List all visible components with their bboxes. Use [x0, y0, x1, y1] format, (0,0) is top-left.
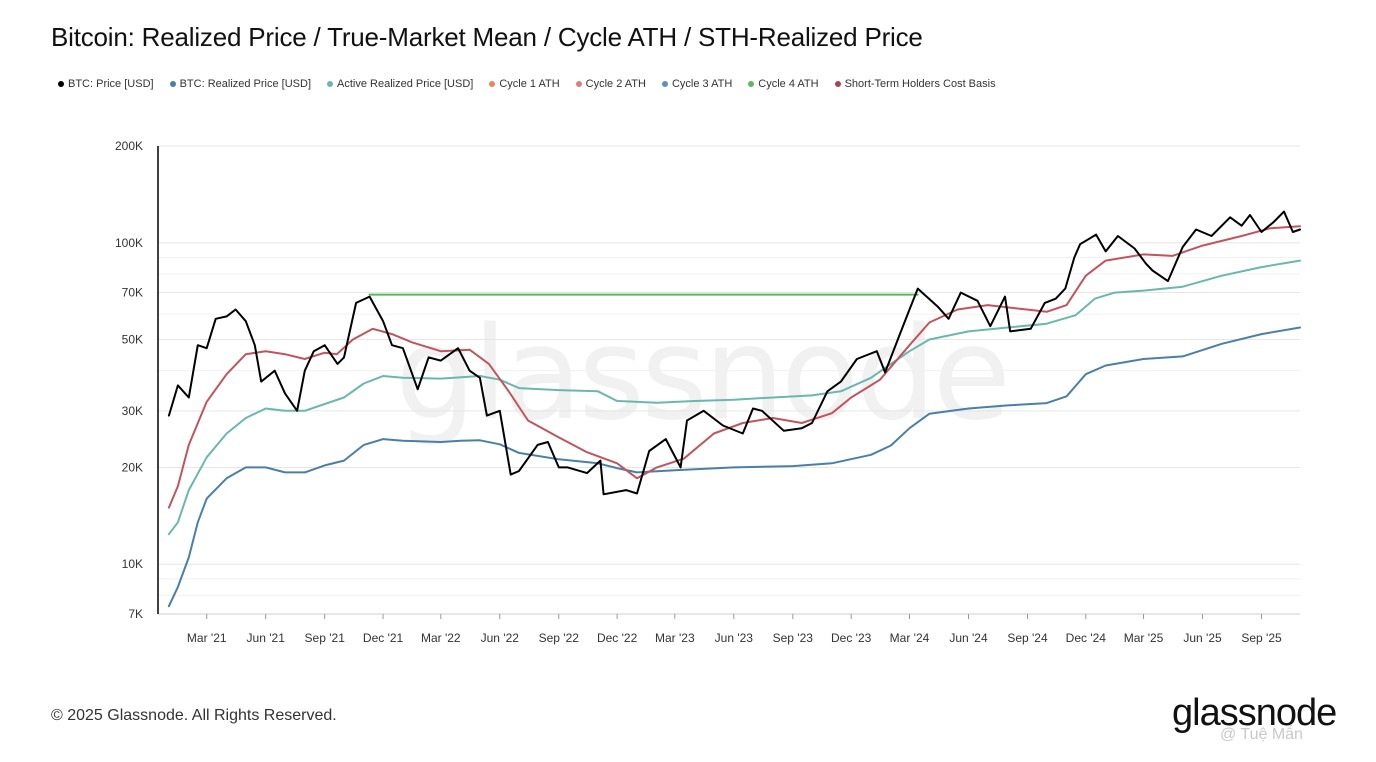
legend-dot-icon	[169, 81, 176, 87]
x-tick-label: Jun '24	[949, 631, 988, 645]
legend-item[interactable]: Cycle 3 ATH	[661, 78, 733, 90]
legend-dot-icon	[489, 81, 496, 87]
copyright-text: © 2025 Glassnode. All Rights Reserved.	[51, 707, 337, 724]
x-tick-label: Sep '22	[539, 631, 580, 645]
x-tick-label: Jun '22	[481, 631, 520, 645]
legend-dot-icon	[327, 81, 334, 87]
chart-legend: BTC: Price [USD] BTC: Realized Price [USD…	[58, 78, 1012, 90]
legend-item[interactable]: Cycle 2 ATH	[575, 78, 646, 90]
series-line-short-term-holders-cost-basis	[167, 225, 1301, 509]
x-tick-label: Sep '24	[1007, 631, 1048, 645]
x-tick-label: Sep '23	[773, 631, 814, 645]
author-credit: @ Tuệ Mẫn	[1220, 726, 1303, 743]
legend-label: Cycle 2 ATH	[585, 78, 646, 90]
grid-lines	[158, 145, 1300, 615]
x-tick-label: Mar '23	[655, 631, 695, 645]
x-tick-label: Dec '23	[831, 631, 872, 645]
legend-item[interactable]: Short-Term Holders Cost Basis	[834, 78, 996, 90]
legend-label: BTC: Realized Price [USD]	[179, 78, 312, 90]
x-tick-label: Dec '24	[1066, 631, 1107, 645]
x-tick-label: Mar '22	[421, 631, 461, 645]
y-tick-label: 10K	[122, 557, 143, 571]
x-tick-label: Dec '22	[597, 631, 638, 645]
legend-label: Cycle 3 ATH	[671, 78, 733, 90]
series-line-btc-price-usd	[167, 210, 1301, 496]
legend-item[interactable]: Active Realized Price [USD]	[327, 78, 473, 90]
legend-dot-icon	[575, 81, 582, 87]
y-tick-label: 7K	[128, 607, 143, 621]
x-tick-label: Sep '25	[1241, 631, 1282, 645]
legend-label: BTC: Price [USD]	[68, 78, 154, 90]
legend-label: Short-Term Holders Cost Basis	[844, 78, 996, 90]
x-tick-label: Mar '21	[187, 631, 227, 645]
y-tick-label: 200K	[115, 139, 143, 153]
y-tick-label: 20K	[122, 460, 143, 474]
legend-item[interactable]: Cycle 4 ATH	[748, 78, 819, 90]
legend-label: Active Realized Price [USD]	[337, 78, 474, 90]
y-tick-label: 30K	[122, 404, 143, 418]
legend-label: Cycle 1 ATH	[499, 78, 560, 90]
legend-label: Cycle 4 ATH	[758, 78, 819, 90]
x-tick-label: Jun '21	[247, 631, 286, 645]
x-tick-label: Jun '23	[715, 631, 754, 645]
legend-dot-icon	[58, 81, 64, 87]
x-axis-ticks: Mar '21 Jun '21 Sep '21 Dec '21 Mar '22 Jun '…	[187, 614, 1282, 645]
y-tick-label: 100K	[115, 236, 143, 250]
legend-dot-icon	[748, 81, 755, 87]
legend-dot-icon	[834, 81, 841, 87]
legend-item[interactable]: Cycle 1 ATH	[489, 78, 560, 90]
legend-item[interactable]: BTC: Price [USD]	[58, 78, 154, 90]
y-axis-ticks: 200K 100K 70K 50K 30K 20K 10K 7K	[115, 139, 143, 621]
x-tick-label: Jun '25	[1183, 631, 1222, 645]
x-tick-label: Mar '24	[890, 631, 930, 645]
x-tick-label: Sep '21	[305, 631, 346, 645]
y-tick-label: 50K	[122, 333, 143, 347]
legend-item[interactable]: BTC: Realized Price [USD]	[169, 78, 312, 90]
series-line-active-realized-price-usd	[167, 259, 1301, 536]
glassnode-logo: glassnode	[1172, 692, 1337, 734]
series-lines	[167, 210, 1301, 608]
x-tick-label: Dec '21	[363, 631, 404, 645]
x-tick-label: Mar '25	[1124, 631, 1164, 645]
y-tick-label: 70K	[122, 286, 143, 300]
legend-dot-icon	[661, 81, 668, 87]
chart-title: Bitcoin: Realized Price / True-Market Me…	[51, 22, 923, 52]
